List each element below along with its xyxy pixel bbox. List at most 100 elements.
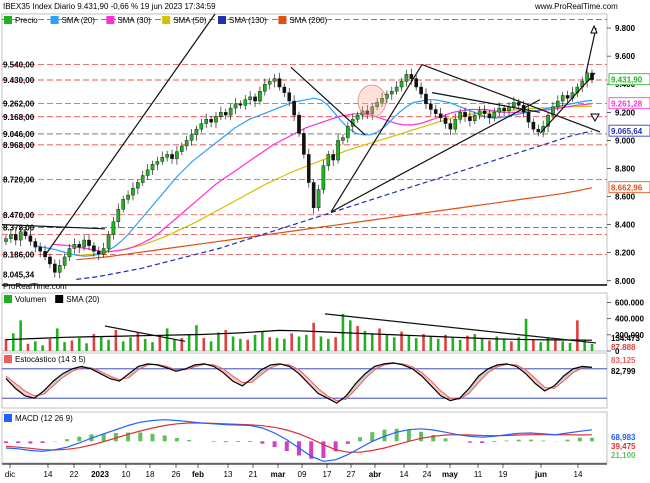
candle-body bbox=[238, 103, 243, 106]
volume-bar bbox=[480, 338, 484, 351]
candle-body bbox=[302, 133, 306, 155]
highlight-ellipse bbox=[357, 84, 387, 118]
candle-body bbox=[433, 109, 438, 114]
legend-label: SMA (200) bbox=[289, 16, 327, 25]
vol-ytick-label: 400.000 bbox=[615, 315, 644, 324]
candle-body bbox=[165, 154, 169, 158]
volume-bar bbox=[290, 333, 293, 351]
volume-bar bbox=[414, 338, 418, 351]
volume-bar bbox=[576, 320, 579, 351]
legend-swatch bbox=[4, 16, 12, 24]
volume-bar bbox=[165, 328, 169, 351]
left-level-label: 9.168,00 bbox=[3, 113, 35, 122]
volume-bar bbox=[583, 340, 586, 351]
volume-bar bbox=[129, 337, 132, 351]
candle-body bbox=[453, 119, 458, 130]
chart-title: IBEX35 Index Diario 9.431,90 -0,66 % 19 … bbox=[3, 2, 216, 11]
candle-body bbox=[282, 86, 287, 93]
stoch-fill bbox=[261, 364, 271, 375]
volume-bar bbox=[48, 338, 52, 351]
volume-bar bbox=[77, 338, 81, 351]
candle-body bbox=[72, 244, 77, 249]
right-value-label: 8.662,96 bbox=[611, 184, 643, 193]
site-url[interactable]: www.ProRealTime.com bbox=[534, 2, 618, 11]
volume-bar bbox=[143, 338, 147, 351]
volume-bar bbox=[327, 338, 330, 351]
candle-body bbox=[258, 91, 262, 102]
left-level-label: 9.046,00 bbox=[3, 130, 35, 139]
volume-bar bbox=[187, 334, 191, 351]
trendline bbox=[330, 99, 541, 213]
candle-body bbox=[419, 86, 423, 95]
sma20-line bbox=[35, 97, 593, 257]
candle-body bbox=[87, 239, 91, 246]
candle-body bbox=[131, 187, 135, 196]
macd-hist-bar bbox=[309, 441, 314, 459]
left-level-label: 8.470,00 bbox=[3, 211, 35, 220]
volume-bar bbox=[4, 338, 8, 351]
candle-body bbox=[458, 112, 462, 120]
volume-bar bbox=[532, 339, 535, 351]
stoch-k-line bbox=[5, 362, 593, 404]
volume-bar bbox=[55, 328, 59, 351]
volume-bar bbox=[41, 345, 44, 351]
x-tick-label: feb bbox=[192, 470, 204, 479]
volume-bar bbox=[356, 326, 359, 351]
candle-body bbox=[463, 112, 467, 117]
right-value-label: 9.065,64 bbox=[611, 127, 643, 136]
candle-body bbox=[389, 91, 394, 95]
macd-right-label: 39,475 bbox=[611, 442, 636, 451]
candle-body bbox=[512, 102, 516, 107]
right-value-label: 9.431,90 bbox=[611, 76, 643, 85]
candle-body bbox=[482, 110, 487, 114]
candle-body bbox=[214, 116, 218, 123]
candle-body bbox=[96, 251, 101, 255]
volume-bar bbox=[261, 331, 264, 351]
x-tick-label: 27 bbox=[347, 470, 356, 479]
price-ytick-label: 8.400 bbox=[615, 221, 636, 230]
stoch-fill bbox=[535, 378, 545, 391]
volume-bar bbox=[407, 335, 411, 351]
candle-body bbox=[404, 74, 409, 82]
macd-hist-bar bbox=[382, 429, 387, 442]
candle-body bbox=[311, 182, 316, 208]
candle-body bbox=[536, 128, 541, 133]
legend-swatch bbox=[4, 355, 12, 363]
stoch-fill bbox=[365, 366, 375, 379]
macd-hist-bar bbox=[590, 437, 594, 442]
stoch-fill bbox=[431, 381, 441, 396]
volume-bar bbox=[554, 340, 557, 351]
left-level-label: 8.186,00 bbox=[3, 251, 35, 260]
candle-body bbox=[263, 84, 267, 92]
volume-bar bbox=[246, 339, 250, 351]
legend-label: SMA (20) bbox=[62, 16, 96, 25]
volume-bar bbox=[590, 343, 594, 351]
candle-body bbox=[184, 140, 189, 147]
pane-frame-macd bbox=[1, 411, 608, 464]
x-tick-label: 11 bbox=[474, 470, 483, 479]
macd-right-label: 21,100 bbox=[611, 451, 636, 460]
volume-bar bbox=[239, 338, 242, 351]
legend-label: MACD (12 26 9) bbox=[15, 414, 73, 423]
candle-body bbox=[468, 116, 472, 121]
macd-hist-bar bbox=[211, 441, 216, 442]
volume-bar bbox=[378, 328, 381, 351]
candle-body bbox=[199, 123, 204, 130]
sma30-line bbox=[52, 103, 593, 252]
volume-bar bbox=[92, 334, 96, 351]
stoch-fill bbox=[563, 368, 574, 382]
left-level-label: 9.430,00 bbox=[3, 76, 35, 85]
candle-body bbox=[175, 151, 179, 159]
volume-bar bbox=[429, 336, 433, 351]
x-tick-label: 09 bbox=[298, 470, 307, 479]
candle-body bbox=[424, 93, 428, 105]
stoch-fill bbox=[128, 366, 139, 378]
macd-hist-bar bbox=[28, 441, 33, 444]
x-tick-label: 24 bbox=[423, 470, 432, 479]
volume-bar bbox=[444, 334, 447, 351]
candle-body bbox=[28, 235, 33, 242]
macd-hist-bar bbox=[235, 441, 240, 442]
volume-bar bbox=[451, 337, 455, 351]
